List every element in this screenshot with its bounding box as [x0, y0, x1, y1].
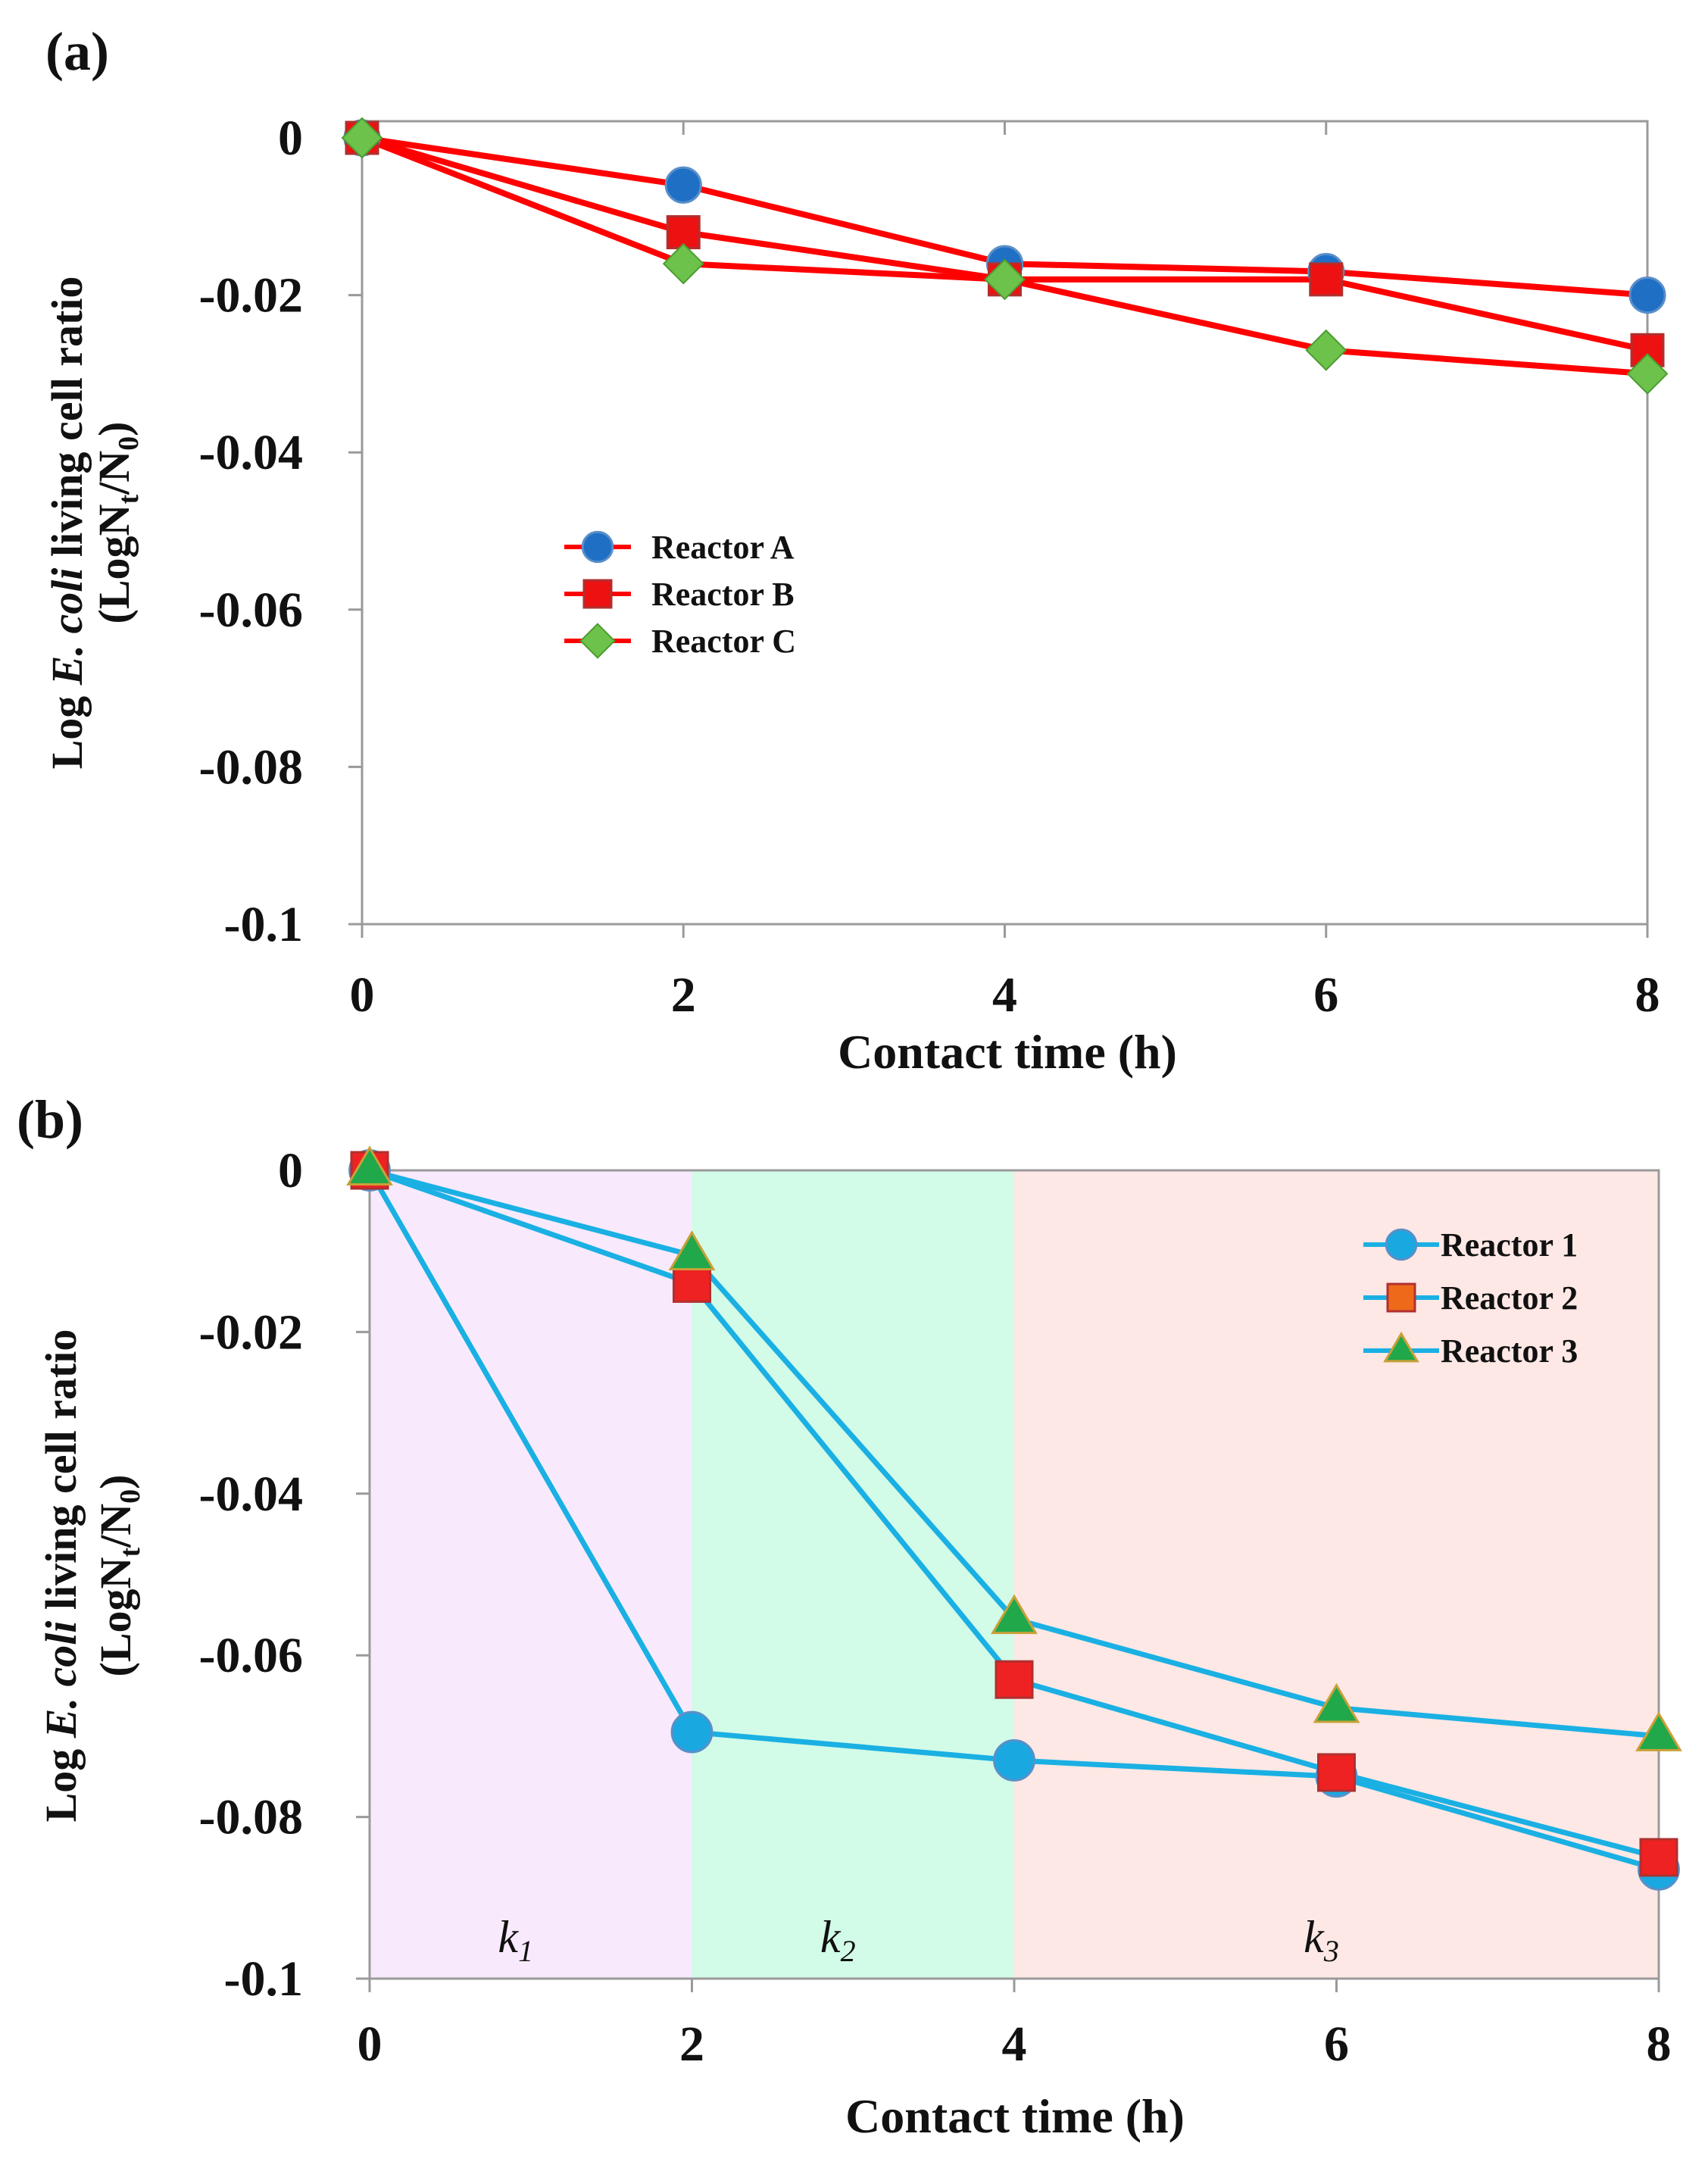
data-point-3-2	[662, 242, 704, 285]
data-point-3-4	[1313, 1682, 1360, 1723]
data-point-3-5	[1635, 1711, 1682, 1751]
data-point-1-5	[1628, 276, 1666, 314]
data-point-1-3	[993, 1739, 1035, 1782]
region-2	[692, 1170, 1014, 1979]
data-point-1-2	[664, 166, 702, 204]
y-tick-label: -0.06	[199, 1628, 303, 1683]
legend-marker-1	[1385, 1228, 1418, 1261]
panel-label: (b)	[17, 1089, 83, 1150]
region-label-3: k3	[1304, 1912, 1339, 1968]
legend-label-1: Reactor 1	[1441, 1226, 1578, 1264]
y-tick-label: -0.04	[199, 425, 303, 480]
data-point-2-4	[1317, 1753, 1356, 1792]
y-tick-label: 0	[278, 111, 303, 166]
legend-label-2: Reactor 2	[1441, 1279, 1578, 1317]
series-line-2	[361, 135, 1648, 354]
plot-frame	[361, 120, 1649, 926]
data-point-3-1	[341, 117, 383, 159]
legend-marker-3	[1383, 1331, 1419, 1363]
region-1	[370, 1170, 692, 1979]
data-point-3-1	[346, 1145, 393, 1186]
y-axis-label-line1: Log E. coli living cell ratio	[42, 276, 92, 770]
legend-marker-1	[581, 530, 614, 564]
y-axis-label-line2: (LogNt/N0)	[89, 422, 145, 624]
legend-label-1: Reactor A	[651, 529, 795, 566]
x-tick-label: 0	[358, 2016, 383, 2072]
y-tick-label: -0.1	[224, 1951, 303, 2007]
x-tick-label: 6	[1324, 2016, 1349, 2072]
legend-label-2: Reactor B	[651, 576, 795, 613]
y-axis-label-line2: (LogNt/N0)	[91, 1475, 146, 1677]
data-point-1-2	[670, 1710, 713, 1754]
legend: Reactor A Reactor B Reactor C	[564, 529, 796, 660]
legend-label-3: Reactor 3	[1441, 1332, 1578, 1370]
legend-label-3: Reactor C	[651, 623, 796, 660]
data-point-3-2	[668, 1230, 716, 1270]
data-point-2-5	[1639, 1838, 1678, 1877]
chart-panel-2: k1 k2 k3 0 -0.02 -0.04 -0.06 -0.08 -0.1 0 2 4 6 8 Cont…	[17, 1089, 1682, 2143]
y-tick-label: 0	[278, 1143, 303, 1198]
chart-panel-1: 0 -0.02 -0.04 -0.06 -0.08 -0.1 0 2 4 6 8 Contact ti…	[42, 21, 1669, 1079]
x-tick-label: 0	[350, 967, 375, 1023]
data-point-3-5	[1626, 352, 1669, 395]
data-point-2-2	[673, 1264, 711, 1303]
x-axis-label: Contact time (h)	[838, 1025, 1177, 1079]
legend-marker-3	[579, 623, 616, 659]
x-tick-label: 4	[1002, 2016, 1027, 2072]
x-axis-label: Contact time (h)	[845, 2089, 1185, 2143]
x-tick-label: 4	[992, 967, 1017, 1023]
y-tick-label: -0.1	[224, 897, 303, 952]
region-3	[1014, 1170, 1659, 1979]
x-tick-label: 2	[679, 2016, 704, 2072]
x-tick-label: 8	[1635, 967, 1660, 1023]
data-point-2-4	[1309, 262, 1344, 297]
data-point-3-3	[984, 258, 1026, 301]
x-tick-label: 8	[1647, 2016, 1672, 2072]
x-tick-label: 6	[1313, 967, 1338, 1023]
legend-marker-2	[1386, 1282, 1416, 1313]
data-point-3-4	[1305, 329, 1347, 371]
y-tick-label: -0.02	[199, 1304, 303, 1360]
panel-label: (a)	[45, 21, 109, 82]
x-tick-label: 2	[671, 967, 696, 1023]
y-tick-label: -0.04	[199, 1467, 303, 1522]
y-tick-label: -0.08	[199, 1790, 303, 1845]
data-point-3-3	[991, 1594, 1038, 1635]
y-tick-label: -0.08	[199, 739, 303, 795]
y-tick-label: -0.06	[199, 583, 303, 638]
legend-marker-2	[582, 579, 613, 609]
region-label-2: k2	[820, 1912, 856, 1968]
y-tick-label: -0.02	[199, 268, 303, 323]
y-axis-label-line1: Log E. coli living cell ratio	[36, 1329, 86, 1823]
data-point-2-3	[995, 1660, 1034, 1699]
data-point-2-2	[666, 215, 701, 250]
legend: Reactor 1 Reactor 2 Reactor 3	[1363, 1226, 1578, 1370]
region-label-1: k1	[498, 1912, 533, 1968]
